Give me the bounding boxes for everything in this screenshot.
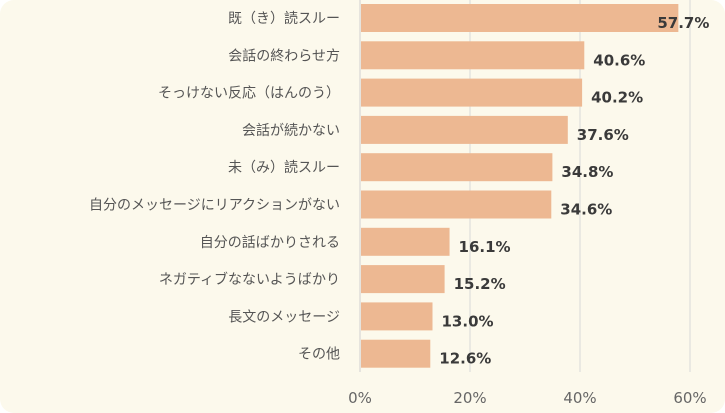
category-label: そっけない反応（はんのう） (158, 86, 340, 102)
data-label: 13.0% (442, 312, 494, 330)
category-label: 自分の話ばかりされる (200, 234, 340, 251)
category-label: 会話の終わらせ方 (228, 47, 340, 64)
category-label: 自分のメッセージにリアクションがない (89, 198, 340, 214)
bar (361, 227, 450, 256)
bar (361, 190, 552, 219)
bar (361, 115, 568, 144)
data-label: 40.6% (593, 51, 645, 69)
bar (361, 265, 445, 294)
bar (361, 302, 433, 331)
category-label: その他 (298, 347, 340, 363)
data-label: 34.8% (561, 163, 613, 181)
category-label: 既（き）読スルー (228, 10, 340, 27)
category-label: 会話が続かない (242, 122, 340, 139)
x-tick-label: 60% (673, 389, 706, 407)
bar (361, 4, 679, 32)
category-label: ネガティブなないようばかり (159, 271, 340, 288)
data-label: 34.6% (560, 201, 612, 219)
bar (361, 41, 585, 70)
data-label: 40.2% (591, 89, 643, 107)
x-tick-label: 40% (563, 389, 596, 407)
x-tick-label: 20% (453, 389, 486, 407)
data-label: 12.6% (439, 350, 491, 368)
data-label: 57.7% (657, 14, 709, 32)
bar (361, 78, 583, 107)
bar (361, 153, 553, 182)
data-label: 37.6% (577, 126, 629, 144)
data-label: 16.1% (459, 238, 511, 256)
category-label: 未（み）読スルー (228, 159, 340, 176)
x-tick-label: 0% (348, 389, 372, 407)
bar (361, 339, 431, 368)
category-label: 長文のメッセージ (228, 309, 340, 325)
data-label: 15.2% (454, 275, 506, 293)
